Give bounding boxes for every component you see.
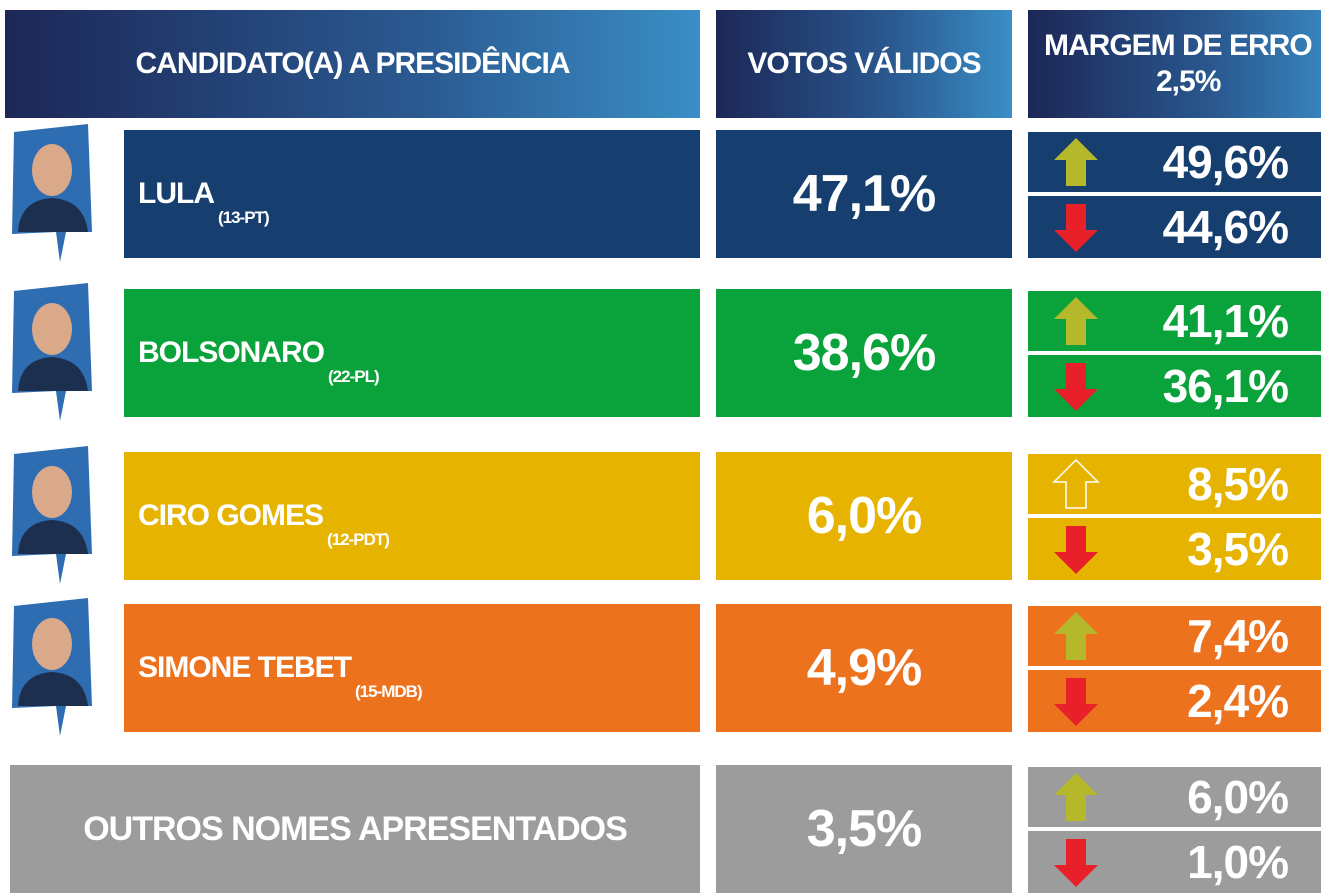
arrow-shape [1054,297,1098,345]
arrow-shape [1054,363,1098,411]
header-margin-title: MARGEM DE ERRO [1044,28,1312,64]
portrait-face [32,618,72,670]
infographic: CANDIDATO(A) A PRESIDÊNCIA VOTOS VÁLIDOS… [0,0,1321,893]
header-candidate: CANDIDATO(A) A PRESIDÊNCIA [5,10,700,118]
header-votes: VOTOS VÁLIDOS [716,10,1012,118]
candidate-name: CIRO GOMES [138,499,323,533]
portrait-face [32,466,72,518]
page: Pesquisa {"header":{"candidate":"CANDIDA… [0,0,1321,893]
candidate-party: (13-PT) [218,208,269,228]
arrow-down [1054,678,1098,726]
candidate-cell: LULA(13-PT) [124,130,700,258]
arrow-shape [1054,138,1098,186]
arrow-up [1054,773,1098,821]
votes-cell: 6,0% [716,452,1012,580]
arrow-up [1054,612,1098,660]
arrow-down [1054,363,1098,411]
candidate-name: BOLSONARO [138,336,324,370]
candidate-cell: BOLSONARO(22-PL) [124,289,700,417]
candidate-name: SIMONE TEBET [138,651,351,685]
candidate-party: (22-PL) [328,367,379,387]
arrow-shape [1054,839,1098,887]
arrow-shape [1054,460,1098,508]
portrait [8,122,98,262]
arrow-down [1054,204,1098,252]
votes-cell: 4,9% [716,604,1012,732]
arrow-shape [1054,204,1098,252]
portrait [8,281,98,421]
header-margin-value: 2,5% [1156,64,1220,100]
portrait [8,596,98,736]
portrait [8,444,98,584]
arrow-shape [1054,773,1098,821]
arrow-down [1054,839,1098,887]
candidate-cell: SIMONE TEBET(15-MDB) [124,604,700,732]
candidate-name: LULA [138,177,214,211]
header-margin: MARGEM DE ERRO 2,5% [1028,10,1321,118]
votes-cell: 3,5% [716,765,1012,893]
candidate-party: (12-PDT) [327,530,389,550]
candidate-party: (15-MDB) [355,682,422,702]
arrow-shape [1054,526,1098,574]
portrait-face [32,303,72,355]
arrow-up [1054,138,1098,186]
portrait-face [32,144,72,196]
arrow-up [1054,460,1098,508]
candidate-cell: CIRO GOMES(12-PDT) [124,452,700,580]
votes-cell: 47,1% [716,130,1012,258]
candidate-name: OUTROS NOMES APRESENTADOS [10,765,700,893]
votes-cell: 38,6% [716,289,1012,417]
arrow-shape [1054,612,1098,660]
arrow-down [1054,526,1098,574]
arrow-shape [1054,678,1098,726]
arrow-up [1054,297,1098,345]
